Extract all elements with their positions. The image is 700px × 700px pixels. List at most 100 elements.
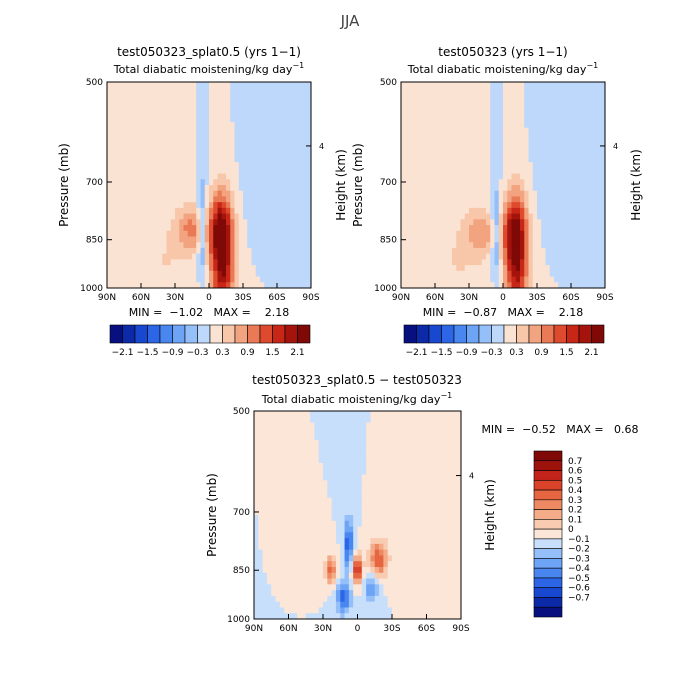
field-cell	[430, 439, 436, 447]
field-cell	[331, 567, 337, 574]
field-cell	[348, 445, 354, 452]
field-cell	[361, 561, 367, 568]
field-cell	[507, 270, 512, 277]
field-cell	[124, 265, 129, 272]
field-cell	[158, 110, 163, 117]
field-cell	[234, 236, 240, 243]
colorbar-swatch	[147, 324, 161, 344]
field-cell	[579, 236, 585, 243]
field-cell	[183, 104, 189, 112]
field-cell	[289, 242, 295, 249]
field-cell	[520, 247, 525, 255]
field-cell	[192, 219, 197, 226]
field-cell	[549, 207, 555, 215]
field-cell	[588, 202, 593, 209]
field-cell	[217, 242, 223, 249]
field-cell	[447, 207, 453, 215]
field-cell	[374, 491, 380, 499]
field-cell	[238, 190, 244, 197]
field-cell	[187, 150, 193, 157]
field-cell	[158, 242, 163, 249]
field-cell	[430, 122, 436, 129]
field-cell	[153, 253, 159, 260]
field-cell	[592, 190, 597, 197]
field-cell	[374, 549, 380, 556]
field-cell	[456, 167, 461, 174]
field-cell	[545, 116, 551, 123]
field-cell	[179, 219, 184, 226]
field-cell	[183, 196, 189, 203]
field-cell	[426, 93, 432, 100]
field-cell	[115, 282, 121, 289]
field-cell	[196, 276, 201, 283]
field-cell	[294, 242, 299, 249]
field-cell	[166, 99, 172, 106]
field-cell	[162, 282, 167, 289]
x-tick-label: 0	[206, 293, 212, 303]
field-cell	[217, 282, 223, 289]
field-cell	[413, 190, 419, 197]
field-cell	[600, 185, 606, 192]
field-cell	[335, 567, 341, 574]
field-cell	[477, 122, 483, 129]
field-cell	[209, 133, 214, 140]
field-cell	[469, 259, 474, 266]
field-cell	[520, 225, 525, 232]
field-cell	[486, 122, 491, 129]
field-cell	[404, 411, 410, 418]
field-cell	[243, 82, 248, 89]
field-cell	[545, 242, 551, 249]
field-cell	[361, 451, 367, 458]
field-cell	[243, 93, 248, 100]
field-cell	[281, 185, 286, 192]
field-cell	[255, 173, 261, 180]
field-cell	[289, 110, 295, 117]
field-cell	[520, 127, 525, 134]
field-cell	[314, 480, 320, 487]
field-cell	[435, 213, 440, 220]
field-cell	[196, 93, 201, 100]
field-cell	[266, 538, 272, 545]
field-cell	[400, 509, 406, 516]
field-cell	[541, 116, 546, 123]
field-cell	[141, 219, 146, 226]
field-cell	[298, 219, 303, 226]
field-cell	[234, 270, 240, 277]
field-cell	[196, 116, 201, 123]
field-cell	[439, 526, 445, 533]
field-cell	[179, 265, 184, 272]
field-cell	[443, 474, 449, 481]
field-cell	[473, 202, 478, 209]
field-cell	[196, 282, 201, 289]
field-cell	[520, 242, 525, 249]
field-cell	[549, 253, 555, 260]
field-cell	[209, 127, 214, 134]
field-cell	[192, 259, 197, 266]
field-cell	[549, 133, 555, 140]
field-cell	[301, 543, 307, 551]
field-cell	[238, 179, 244, 186]
field-cell	[285, 276, 291, 283]
field-cell	[209, 150, 214, 157]
field-cell	[266, 555, 272, 562]
field-cell	[145, 133, 150, 140]
field-cell	[310, 549, 315, 556]
field-cell	[447, 219, 453, 226]
field-cell	[528, 282, 534, 289]
field-cell	[537, 236, 542, 243]
field-cell	[289, 173, 295, 180]
field-cell	[327, 515, 333, 522]
field-cell	[221, 236, 227, 243]
field-cell	[353, 526, 358, 533]
field-cell	[260, 276, 265, 283]
field-cell	[277, 247, 282, 255]
field-cell	[281, 236, 286, 243]
field-cell	[162, 82, 167, 89]
field-cell	[119, 236, 125, 243]
field-cell	[279, 457, 285, 464]
field-cell	[575, 139, 580, 146]
field-cell	[374, 468, 380, 475]
field-cell	[443, 538, 449, 545]
field-cell	[226, 150, 231, 157]
field-cell	[318, 520, 324, 527]
